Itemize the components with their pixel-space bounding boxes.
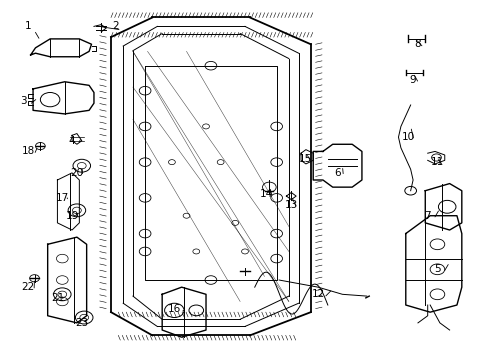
Text: 12: 12 <box>312 289 325 299</box>
Text: 5: 5 <box>434 264 441 274</box>
Text: 9: 9 <box>410 75 416 85</box>
Text: 18: 18 <box>22 147 35 157</box>
Text: 21: 21 <box>51 293 64 303</box>
Text: 16: 16 <box>168 303 181 314</box>
Text: 6: 6 <box>334 168 341 178</box>
Text: 19: 19 <box>65 211 79 221</box>
Text: 1: 1 <box>25 21 31 31</box>
Text: 22: 22 <box>22 282 35 292</box>
Text: 10: 10 <box>402 132 415 142</box>
Text: 20: 20 <box>71 168 83 178</box>
Text: 4: 4 <box>69 136 75 146</box>
Text: 13: 13 <box>285 200 298 210</box>
Text: 2: 2 <box>113 21 119 31</box>
Text: 3: 3 <box>20 96 26 107</box>
Text: 23: 23 <box>75 318 88 328</box>
Text: 15: 15 <box>299 154 313 163</box>
Text: 8: 8 <box>415 39 421 49</box>
Text: 14: 14 <box>260 189 273 199</box>
Text: 7: 7 <box>424 211 431 221</box>
Text: 17: 17 <box>56 193 69 203</box>
Text: 11: 11 <box>431 157 444 167</box>
